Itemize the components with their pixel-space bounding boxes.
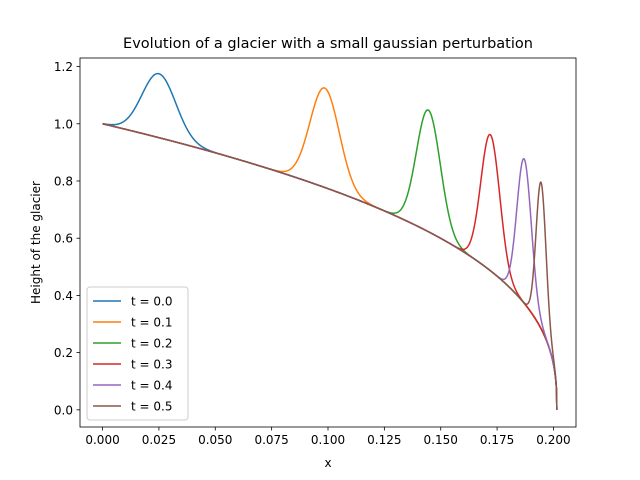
legend-label: t = 0.4 [131, 379, 172, 393]
y-tick-label: 0.6 [54, 232, 73, 246]
y-axis-label: Height of the glacier [29, 181, 43, 304]
x-tick-label: 0.150 [424, 433, 458, 447]
x-axis-label: x [324, 456, 331, 470]
y-axis-ticks: 0.0 0.2 0.4 0.6 0.8 1.0 1.2 [54, 60, 80, 417]
legend-label: t = 0.1 [131, 316, 172, 330]
y-tick-label: 0.0 [54, 403, 73, 417]
legend-label: t = 0.2 [131, 337, 172, 351]
x-axis-ticks: 0.000 0.025 0.050 0.075 0.100 0.125 0.150 0.175… [85, 427, 571, 447]
legend-label: t = 0.0 [131, 295, 172, 309]
y-tick-label: 1.0 [54, 117, 73, 131]
x-tick-label: 0.025 [142, 433, 176, 447]
legend: t = 0.0 t = 0.1 t = 0.2 t = 0.3 t = 0.4 t = 0… [86, 286, 189, 421]
legend-label: t = 0.5 [131, 400, 172, 414]
plot-lines [102, 72, 558, 410]
x-tick-label: 0.200 [536, 433, 570, 447]
x-tick-label: 0.050 [198, 433, 232, 447]
chart-title: Evolution of a glacier with a small gaus… [123, 36, 533, 52]
legend-label: t = 0.3 [131, 358, 172, 372]
y-tick-label: 1.2 [54, 60, 73, 74]
x-tick-label: 0.175 [480, 433, 514, 447]
y-tick-label: 0.8 [54, 175, 73, 189]
x-tick-label: 0.000 [85, 433, 119, 447]
y-tick-label: 0.4 [54, 289, 73, 303]
x-tick-label: 0.075 [254, 433, 288, 447]
y-tick-label: 0.2 [54, 346, 73, 360]
series-line [102, 123, 558, 410]
x-tick-label: 0.100 [311, 433, 345, 447]
legend-box [86, 286, 189, 421]
x-tick-label: 0.125 [367, 433, 401, 447]
